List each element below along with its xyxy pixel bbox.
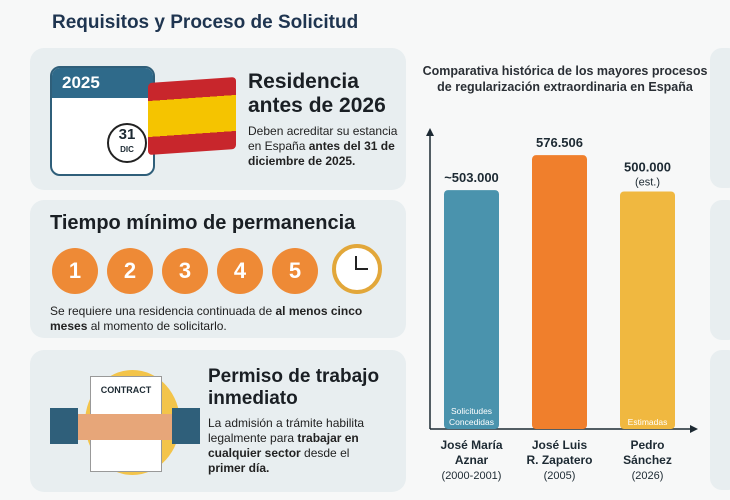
card-title: Residencia — [248, 70, 359, 93]
side-card — [710, 350, 730, 490]
side-card — [710, 200, 730, 340]
bar — [532, 155, 587, 429]
step-4: 4 — [217, 248, 263, 294]
calendar-year: 2025 — [52, 68, 153, 98]
chart-title: Comparativa histórica de los mayores pro… — [422, 64, 708, 94]
bar-value-label: ~503.000 — [444, 170, 499, 185]
bar-value-label: 576.506 — [536, 135, 583, 150]
category-period: (2005) — [544, 470, 576, 482]
step-5: 5 — [272, 248, 318, 294]
card-title: antes de 2026 — [248, 94, 386, 117]
calendar-icon: 2025 31 DIC — [50, 66, 155, 176]
bar-value-label: 500.000 — [624, 160, 671, 175]
spain-flag-icon — [148, 76, 236, 156]
y-axis-arrow — [426, 128, 434, 136]
work-permit-card: CONTRACT Permiso de trabajo inmediato La… — [30, 350, 406, 492]
step-3: 3 — [162, 248, 208, 294]
calendar-month: DIC — [120, 145, 134, 154]
category-period: (2000-2001) — [442, 470, 502, 482]
bar-inner-label: Solicitudes — [451, 406, 492, 416]
step-1: 1 — [52, 248, 98, 294]
card-text: Se requiere una residencia continuada de… — [50, 304, 363, 333]
card-title: inmediato — [208, 388, 298, 409]
bar — [620, 191, 675, 429]
bar-inner-label: Concedidas — [449, 417, 494, 427]
bar — [444, 190, 499, 429]
step-2: 2 — [107, 248, 153, 294]
handshake-contract-icon: CONTRACT — [50, 364, 200, 482]
bar-value-note: (est.) — [635, 177, 660, 189]
side-card — [710, 48, 730, 188]
category-label: Pedro — [630, 438, 664, 452]
card-text: La admisión a trámite habilita legalment… — [208, 416, 365, 475]
page-title: Requisitos y Proceso de Solicitud — [52, 12, 359, 33]
x-axis-arrow — [690, 425, 698, 433]
category-label: Aznar — [455, 453, 489, 467]
card-title: Permiso de trabajo — [208, 366, 380, 387]
contract-label: CONTRACT — [100, 385, 152, 395]
category-label: José María — [440, 438, 502, 452]
bar-inner-label: Estimadas — [628, 417, 668, 427]
category-label: Sánchez — [623, 453, 672, 467]
card-title: Tiempo mínimo de permanencia — [50, 212, 356, 234]
residence-card: 2025 31 DIC Residencia antes de 2026 Deb… — [30, 48, 406, 190]
category-label: José Luis — [532, 438, 588, 452]
category-label: R. Zapatero — [526, 453, 592, 467]
clock-icon — [332, 244, 382, 294]
card-text: Deben acreditar su estancia en España an… — [248, 124, 398, 168]
permanence-card: Tiempo mínimo de permanencia 1 2 3 4 5 S… — [30, 200, 406, 338]
category-period: (2026) — [632, 470, 664, 482]
calendar-day: 31 — [118, 126, 136, 143]
regularization-chart: Comparativa histórica de los mayores pro… — [420, 55, 710, 495]
